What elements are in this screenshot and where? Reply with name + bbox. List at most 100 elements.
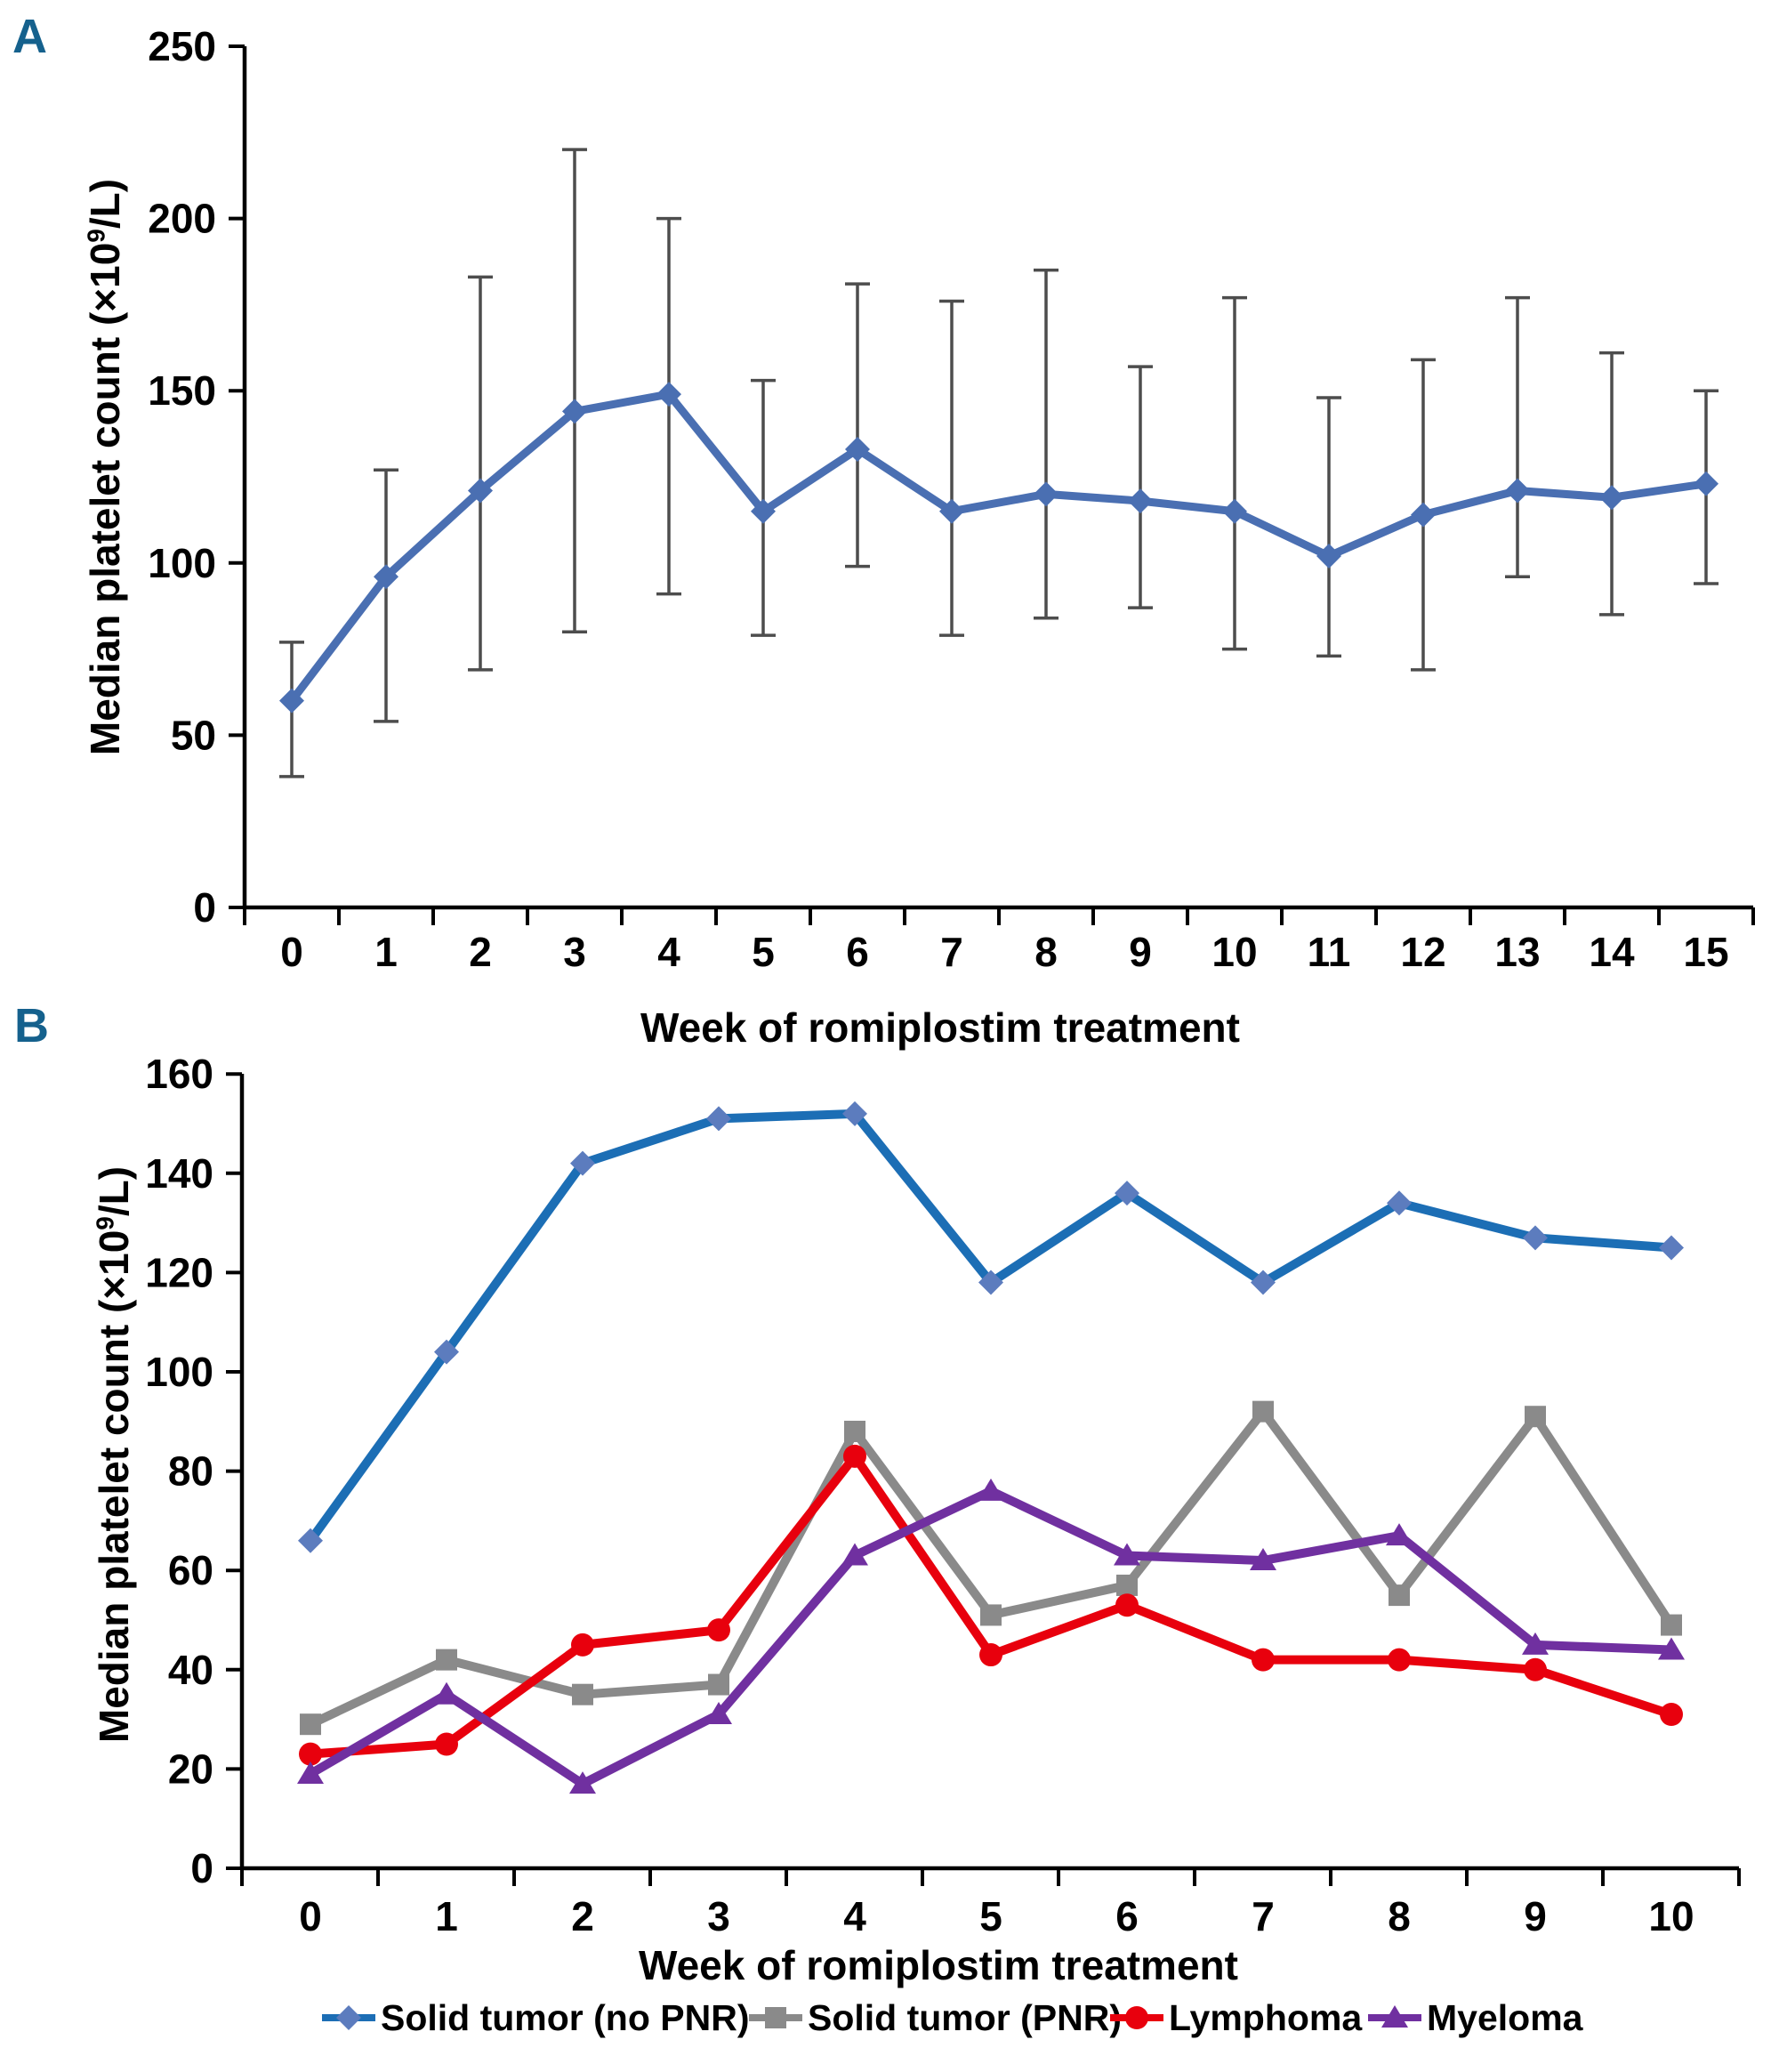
panel-a-y-tick-label: 100 bbox=[148, 540, 216, 586]
legend-item-myeloma: Myeloma bbox=[1366, 1996, 1582, 2039]
panel-a-x-tick-label: 13 bbox=[1494, 929, 1540, 975]
solid-tumor-pnr-marker bbox=[436, 1649, 457, 1671]
panel-b-y-tick-label: 140 bbox=[145, 1150, 213, 1197]
solid-tumor-pnr-marker bbox=[844, 1420, 865, 1442]
solid-tumor-no-pnr-marker bbox=[298, 1528, 323, 1553]
myeloma-marker bbox=[841, 1543, 868, 1566]
panel-b-y-tick-label: 80 bbox=[168, 1448, 213, 1495]
lymphoma-marker-icon bbox=[1110, 2006, 1163, 2029]
solid-tumor-pnr-marker bbox=[1661, 1614, 1682, 1636]
panel-b-y-tick-label: 0 bbox=[190, 1845, 213, 1891]
panel-a-y-axis-title: Median platelet count (×109/L) bbox=[80, 22, 130, 912]
panel-b-x-tick-label: 4 bbox=[843, 1893, 866, 1939]
solid-tumor-pnr-marker bbox=[300, 1713, 321, 1736]
myeloma-legend-marker bbox=[1381, 2005, 1408, 2028]
panel-b-label: B bbox=[14, 999, 49, 1052]
median-platelet-count-marker bbox=[845, 437, 870, 463]
solid-tumor-no-pnr-marker-icon bbox=[322, 2005, 375, 2030]
lymphoma-marker bbox=[435, 1732, 458, 1756]
solid-tumor-no-pnr-marker bbox=[706, 1106, 731, 1132]
median-platelet-count-marker bbox=[1128, 488, 1153, 514]
panel-a-x-tick-label: 14 bbox=[1589, 929, 1635, 975]
panel-b-x-tick-label: 6 bbox=[1115, 1893, 1139, 1939]
solid-tumor-pnr-marker bbox=[1389, 1584, 1410, 1607]
panel-b-x-tick-label: 10 bbox=[1648, 1893, 1694, 1939]
panel-a-x-tick-label: 1 bbox=[374, 929, 398, 975]
lymphoma-marker bbox=[1388, 1648, 1411, 1672]
median-platelet-count-marker bbox=[374, 564, 398, 590]
solid-tumor-pnr-marker bbox=[1116, 1574, 1138, 1596]
myeloma-marker bbox=[569, 1771, 596, 1794]
y-axis-title-superscript: 9 bbox=[82, 229, 110, 243]
median-platelet-count-marker bbox=[1694, 471, 1719, 496]
lymphoma-marker bbox=[979, 1643, 1002, 1667]
solid-tumor-pnr-marker-icon bbox=[749, 2007, 802, 2028]
panel-b-y-tick-label: 60 bbox=[168, 1547, 213, 1593]
legend-label: Lymphoma bbox=[1169, 1996, 1363, 2038]
solid-tumor-no-pnr-marker bbox=[1251, 1270, 1276, 1295]
y-axis-title-text-end: /L) bbox=[91, 1165, 137, 1217]
panel-b-x-tick-label: 7 bbox=[1252, 1893, 1275, 1939]
solid-tumor-no-pnr-marker bbox=[978, 1270, 1003, 1295]
panel-a-x-tick-label: 15 bbox=[1683, 929, 1728, 975]
panel-b-x-tick-label: 2 bbox=[571, 1893, 594, 1939]
myeloma-marker bbox=[1250, 1548, 1276, 1571]
lymphoma-marker bbox=[299, 1742, 322, 1766]
myeloma-marker bbox=[297, 1761, 324, 1784]
myeloma-marker bbox=[1386, 1523, 1413, 1546]
panel-a-x-tick-label: 7 bbox=[940, 929, 963, 975]
panel-b-y-axis-title: Median platelet count (×109/L) bbox=[89, 1010, 139, 1899]
panel-b-x-tick-label: 3 bbox=[707, 1893, 730, 1939]
solid-tumor-no-pnr-legend-marker bbox=[336, 2005, 361, 2030]
solid-tumor-pnr-marker bbox=[572, 1683, 593, 1705]
solid-tumor-no-pnr-line bbox=[306, 1109, 1676, 1545]
panel-a-x-tick-label: 12 bbox=[1400, 929, 1445, 975]
panel-a-x-tick-label: 2 bbox=[469, 929, 492, 975]
panel-b-x-axis-title: Week of romiplostim treatment bbox=[639, 1942, 1238, 1988]
panel-b-x-tick-label: 5 bbox=[979, 1893, 1002, 1939]
lymphoma-marker bbox=[1115, 1593, 1139, 1617]
median-platelet-count-marker bbox=[656, 382, 681, 407]
median-platelet-count-marker bbox=[1599, 485, 1624, 511]
median-platelet-count-marker bbox=[279, 688, 304, 714]
panel-b-x-tick-label: 9 bbox=[1524, 1893, 1547, 1939]
myeloma-marker-icon bbox=[1368, 2005, 1421, 2028]
legend-label: Myeloma bbox=[1427, 1996, 1583, 2038]
panel-a-x-tick-label: 10 bbox=[1211, 929, 1257, 975]
solid-tumor-no-pnr-marker bbox=[1115, 1181, 1139, 1206]
myeloma-marker bbox=[433, 1681, 460, 1705]
legend: Solid tumor (no PNR) Solid tumor (PNR) L… bbox=[0, 1996, 1779, 2050]
panel-a-x-tick-label: 3 bbox=[563, 929, 586, 975]
median-platelet-count-marker bbox=[1316, 544, 1341, 569]
lymphoma-marker bbox=[1660, 1703, 1683, 1727]
lymphoma-legend-marker bbox=[1125, 2006, 1148, 2029]
panel-b-x-tick-label: 0 bbox=[299, 1893, 322, 1939]
panel-a-x-tick-label: 9 bbox=[1129, 929, 1152, 975]
solid-tumor-no-pnr-marker bbox=[1523, 1225, 1548, 1251]
panel-a-label: A bbox=[12, 10, 47, 63]
lymphoma-marker bbox=[1524, 1657, 1547, 1681]
panel-a-x-tick-label: 8 bbox=[1034, 929, 1058, 975]
panel-a-y-tick-label: 200 bbox=[148, 196, 216, 242]
panel-b-x-tick-label: 8 bbox=[1388, 1893, 1411, 1939]
median-platelet-count-marker bbox=[939, 498, 964, 524]
legend-item-lymphoma: Lymphoma bbox=[1108, 1996, 1362, 2039]
solid-tumor-no-pnr-marker bbox=[1659, 1235, 1684, 1261]
myeloma-marker bbox=[1522, 1632, 1549, 1655]
myeloma-marker bbox=[978, 1478, 1004, 1501]
median-platelet-count-line bbox=[287, 390, 1711, 705]
panel-a-y-tick-label: 0 bbox=[193, 884, 216, 931]
panel-a-x-tick-label: 0 bbox=[280, 929, 303, 975]
myeloma-marker bbox=[1658, 1637, 1685, 1660]
median-platelet-count-marker bbox=[1411, 502, 1436, 528]
solid-tumor-pnr-legend-marker bbox=[765, 2007, 786, 2028]
y-axis-title-text: Median platelet count (×10 bbox=[91, 1229, 137, 1744]
lymphoma-marker bbox=[707, 1618, 730, 1642]
lymphoma-marker bbox=[571, 1633, 594, 1657]
panel-a-x-tick-label: 5 bbox=[752, 929, 775, 975]
legend-label: Solid tumor (no PNR) bbox=[381, 1996, 750, 2038]
solid-tumor-pnr-line bbox=[306, 1407, 1676, 1729]
median-platelet-count-marker bbox=[751, 498, 776, 524]
